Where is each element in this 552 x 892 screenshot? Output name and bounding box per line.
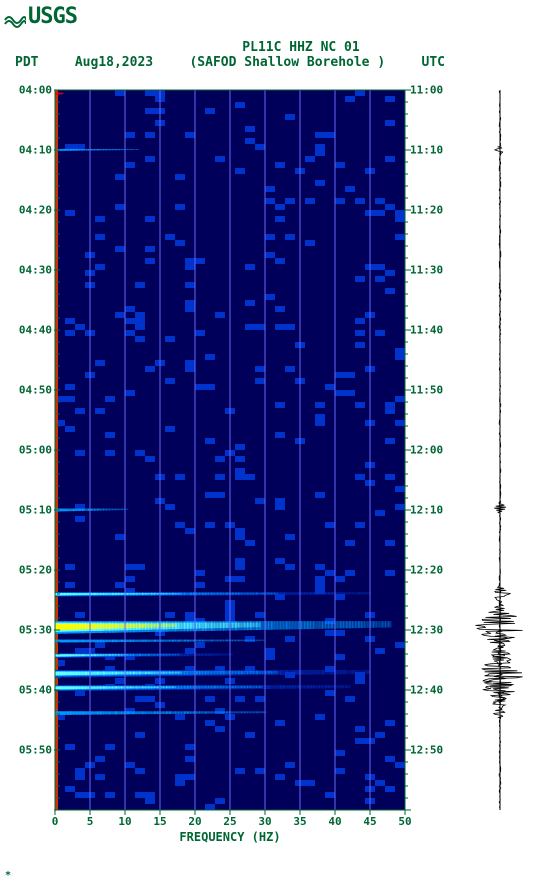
y-right-tick: 12:10 (410, 504, 450, 517)
y-left-tick: 05:40 (10, 684, 52, 697)
y-right-tick: 12:50 (410, 744, 450, 757)
y-left-tick: 04:20 (10, 204, 52, 217)
seismogram-waveform (465, 90, 535, 810)
waveform-canvas (465, 90, 535, 810)
station-name: (SAFOD Shallow Borehole ) (189, 55, 385, 70)
chart-header: PL11C HHZ NC 01 PDT Aug18,2023 (SAFOD Sh… (0, 40, 552, 70)
y-left-tick: 04:30 (10, 264, 52, 277)
y-left-tick: 05:10 (10, 504, 52, 517)
usgs-logo: USGS (4, 4, 77, 29)
y-right-tick: 12:00 (410, 444, 450, 457)
y-left-tick: 05:20 (10, 564, 52, 577)
station-code: PL11C HHZ NC 01 (50, 40, 552, 55)
corner-mark: * (5, 870, 11, 881)
y-right-tick: 11:00 (410, 84, 450, 97)
y-right-tick: 11:50 (410, 384, 450, 397)
y-right-tick: 12:40 (410, 684, 450, 697)
y-left-tick: 05:50 (10, 744, 52, 757)
y-right-tick: 12:30 (410, 624, 450, 637)
y-right-tick: 11:10 (410, 144, 450, 157)
y-left-tick: 04:40 (10, 324, 52, 337)
y-right-tick: 12:20 (410, 564, 450, 577)
y-left-tick: 05:30 (10, 624, 52, 637)
left-timezone: PDT (15, 55, 38, 70)
y-right-tick: 11:30 (410, 264, 450, 277)
y-right-tick: 11:40 (410, 324, 450, 337)
usgs-wave-icon (4, 6, 26, 28)
y-left-tick: 04:50 (10, 384, 52, 397)
y-left-tick: 05:00 (10, 444, 52, 457)
y-right-tick: 11:20 (410, 204, 450, 217)
y-left-tick: 04:00 (10, 84, 52, 97)
right-timezone: UTC (422, 55, 445, 70)
y-left-tick: 04:10 (10, 144, 52, 157)
date-label: Aug18,2023 (75, 55, 153, 70)
axis-tick-marks (50, 85, 415, 820)
usgs-logo-text: USGS (28, 4, 77, 29)
x-axis-title: FREQUENCY (HZ) (55, 830, 405, 844)
